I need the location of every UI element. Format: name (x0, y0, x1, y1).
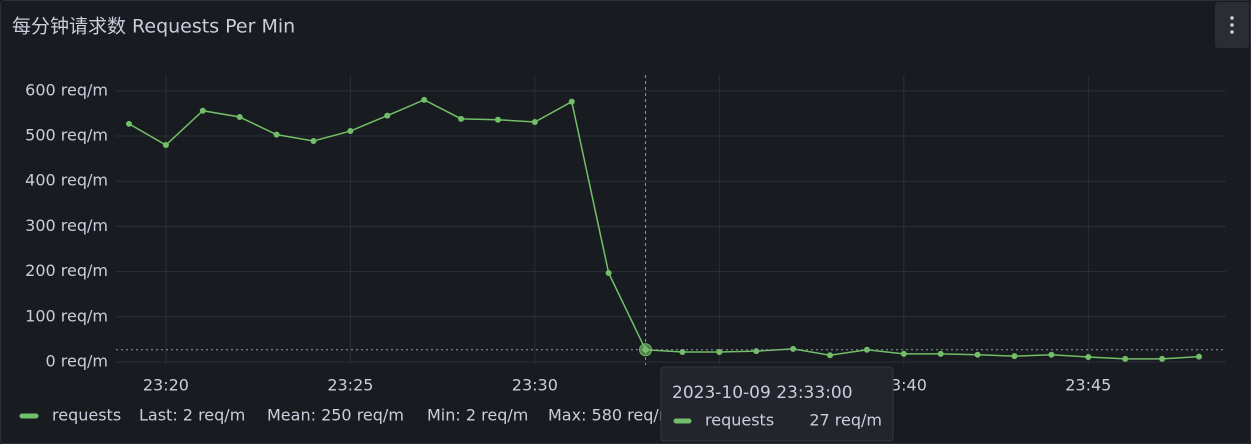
hover-point (639, 343, 653, 357)
data-point (310, 137, 317, 144)
data-point (458, 115, 465, 122)
data-point (900, 350, 907, 357)
data-point (347, 128, 354, 135)
x-tick-label: 23:25 (327, 376, 373, 395)
data-point (605, 269, 612, 276)
x-tick-label: 23:30 (512, 376, 558, 395)
tooltip-value: 27 req/m (809, 411, 882, 430)
data-point (384, 112, 391, 119)
data-point (273, 131, 280, 138)
legend-stat: Last: 2 req/m (139, 406, 245, 425)
y-tick-label: 200 req/m (25, 261, 108, 280)
data-point (937, 350, 944, 357)
tooltip-series: requests (705, 411, 774, 430)
data-point (1085, 354, 1092, 361)
data-point (1159, 355, 1166, 362)
data-point (790, 345, 797, 352)
data-point (126, 120, 132, 127)
menu-icon (1230, 16, 1234, 34)
y-tick-label: 400 req/m (25, 171, 108, 190)
legend-stat: Min: 2 req/m (427, 406, 528, 425)
data-point (1196, 353, 1202, 360)
data-point (1048, 351, 1055, 358)
data-point (716, 349, 723, 356)
data-point (753, 348, 760, 355)
data-point (199, 107, 206, 114)
data-point (679, 349, 686, 356)
tooltip-box (660, 366, 894, 442)
legend-stat: Mean: 250 req/m (267, 406, 404, 425)
data-point (494, 116, 501, 123)
x-tick-label: 23:20 (143, 376, 189, 395)
y-tick-label: 500 req/m (25, 126, 108, 145)
data-point (974, 351, 981, 358)
data-point (1122, 355, 1129, 362)
panel-title: 每分钟请求数 Requests Per Min (12, 16, 295, 38)
data-point (827, 352, 834, 359)
y-tick-label: 600 req/m (25, 80, 108, 99)
y-tick-label: 100 req/m (25, 306, 108, 325)
data-point (1011, 353, 1018, 360)
legend-stat: Max: 580 req/m (548, 406, 674, 425)
data-point (568, 98, 575, 105)
data-point (162, 142, 169, 149)
legend-label: requests (52, 406, 121, 425)
y-tick-label: 0 req/m (46, 352, 108, 371)
tooltip-title: 2023-10-09 23:33:00 (672, 383, 853, 403)
x-tick-label: 23:45 (1065, 376, 1111, 395)
data-point (531, 119, 538, 126)
series-line (128, 99, 1200, 360)
y-tick-label: 300 req/m (25, 216, 108, 235)
data-point (236, 114, 243, 121)
data-point (421, 96, 428, 103)
